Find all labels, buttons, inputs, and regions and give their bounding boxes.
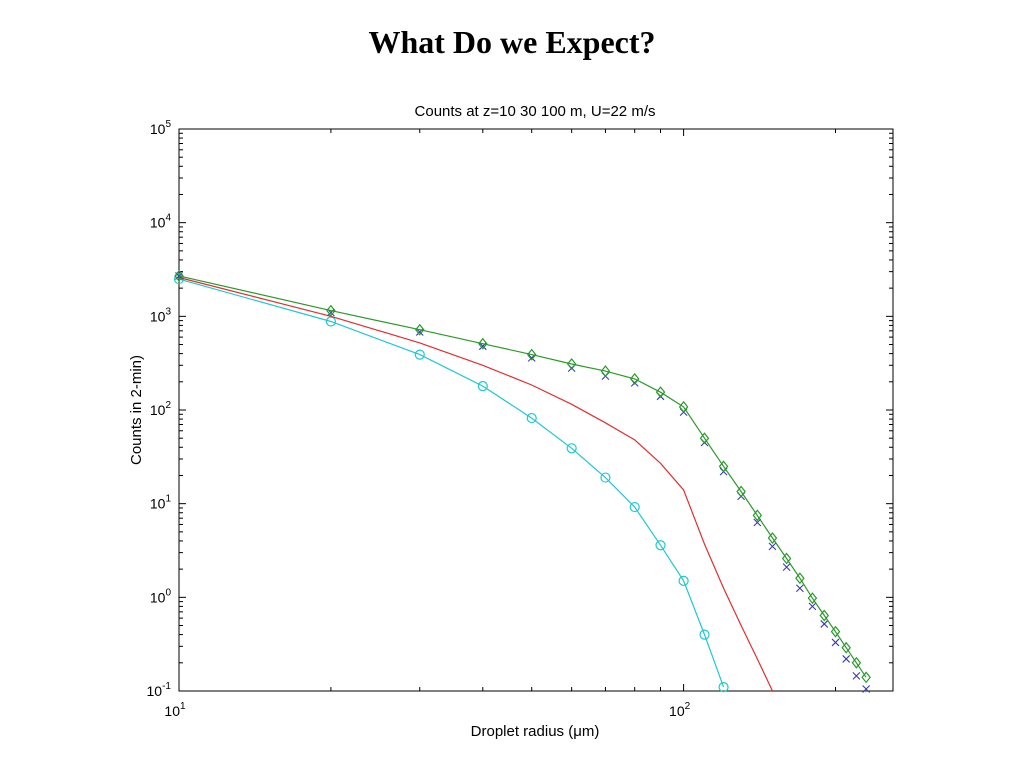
data-point-diamond — [781, 552, 792, 565]
series-line — [178, 276, 774, 692]
data-point-diamond — [600, 365, 611, 378]
data-point-circle — [718, 682, 729, 693]
data-point-diamond — [174, 269, 184, 282]
x-tick-label: 102 — [669, 701, 691, 719]
data-point-diamond — [414, 323, 425, 336]
data-point-x — [795, 584, 804, 593]
data-point-diamond — [566, 358, 577, 370]
y-tick-label: 104 — [150, 213, 172, 231]
y-tick-label: 100 — [150, 587, 172, 605]
series-line — [178, 275, 867, 678]
chart-title: Counts at z=10 30 100 m, U=22 m/s — [415, 103, 656, 120]
data-point-x — [831, 638, 840, 647]
data-point-diamond — [736, 485, 746, 498]
data-point-x — [862, 685, 871, 693]
data-point-circle — [655, 540, 666, 551]
data-point-x — [782, 563, 791, 572]
data-point-diamond — [526, 348, 537, 361]
data-point-diamond — [861, 671, 871, 684]
series-group — [173, 269, 871, 693]
data-point-diamond — [699, 432, 710, 445]
plot-area — [178, 128, 894, 692]
data-point-diamond — [718, 460, 729, 473]
x-tick-label: 101 — [164, 701, 186, 719]
data-point-circle — [526, 412, 537, 424]
data-point-diamond — [678, 400, 689, 413]
data-point-circle — [699, 629, 710, 640]
y-tick-label: 103 — [150, 306, 172, 324]
data-point-diamond — [767, 532, 778, 544]
data-point-x — [842, 655, 851, 663]
data-point-circle — [414, 349, 425, 360]
data-point-diamond — [830, 625, 841, 638]
x-axis-label: Droplet radius (μm) — [471, 723, 600, 740]
slide-title: What Do we Expect? — [368, 24, 656, 60]
data-point-diamond — [326, 304, 336, 317]
data-point-circle — [629, 501, 640, 513]
axis-tick-labels: 101 102 10-1 100 101 102 103 104 105 — [147, 119, 691, 719]
data-point-x — [808, 602, 817, 611]
data-point-diamond — [851, 656, 862, 669]
y-tick-label: 102 — [150, 400, 172, 418]
data-point-circle — [678, 575, 689, 586]
y-tick-label: 105 — [150, 119, 172, 137]
data-point-circle — [566, 443, 577, 454]
y-axis-label: Counts in 2-min) — [128, 355, 145, 465]
data-point-diamond — [795, 572, 805, 585]
axis-ticks — [178, 128, 893, 692]
y-tick-label: 10-1 — [147, 681, 172, 699]
data-point-diamond — [478, 337, 488, 350]
data-point-x — [753, 518, 762, 527]
data-point-circle — [600, 472, 611, 483]
series-line — [178, 278, 725, 688]
data-point-diamond — [819, 609, 830, 622]
data-point-circle — [325, 316, 337, 327]
data-point-circle — [477, 380, 488, 392]
data-point-diamond — [841, 641, 851, 654]
data-point-diamond — [629, 372, 640, 385]
data-point-x — [820, 620, 829, 628]
data-point-diamond — [655, 386, 666, 399]
data-point-diamond — [807, 592, 818, 605]
data-point-x — [852, 671, 861, 680]
y-tick-label: 101 — [150, 494, 172, 512]
data-point-diamond — [752, 509, 763, 522]
data-point-x — [768, 542, 777, 551]
